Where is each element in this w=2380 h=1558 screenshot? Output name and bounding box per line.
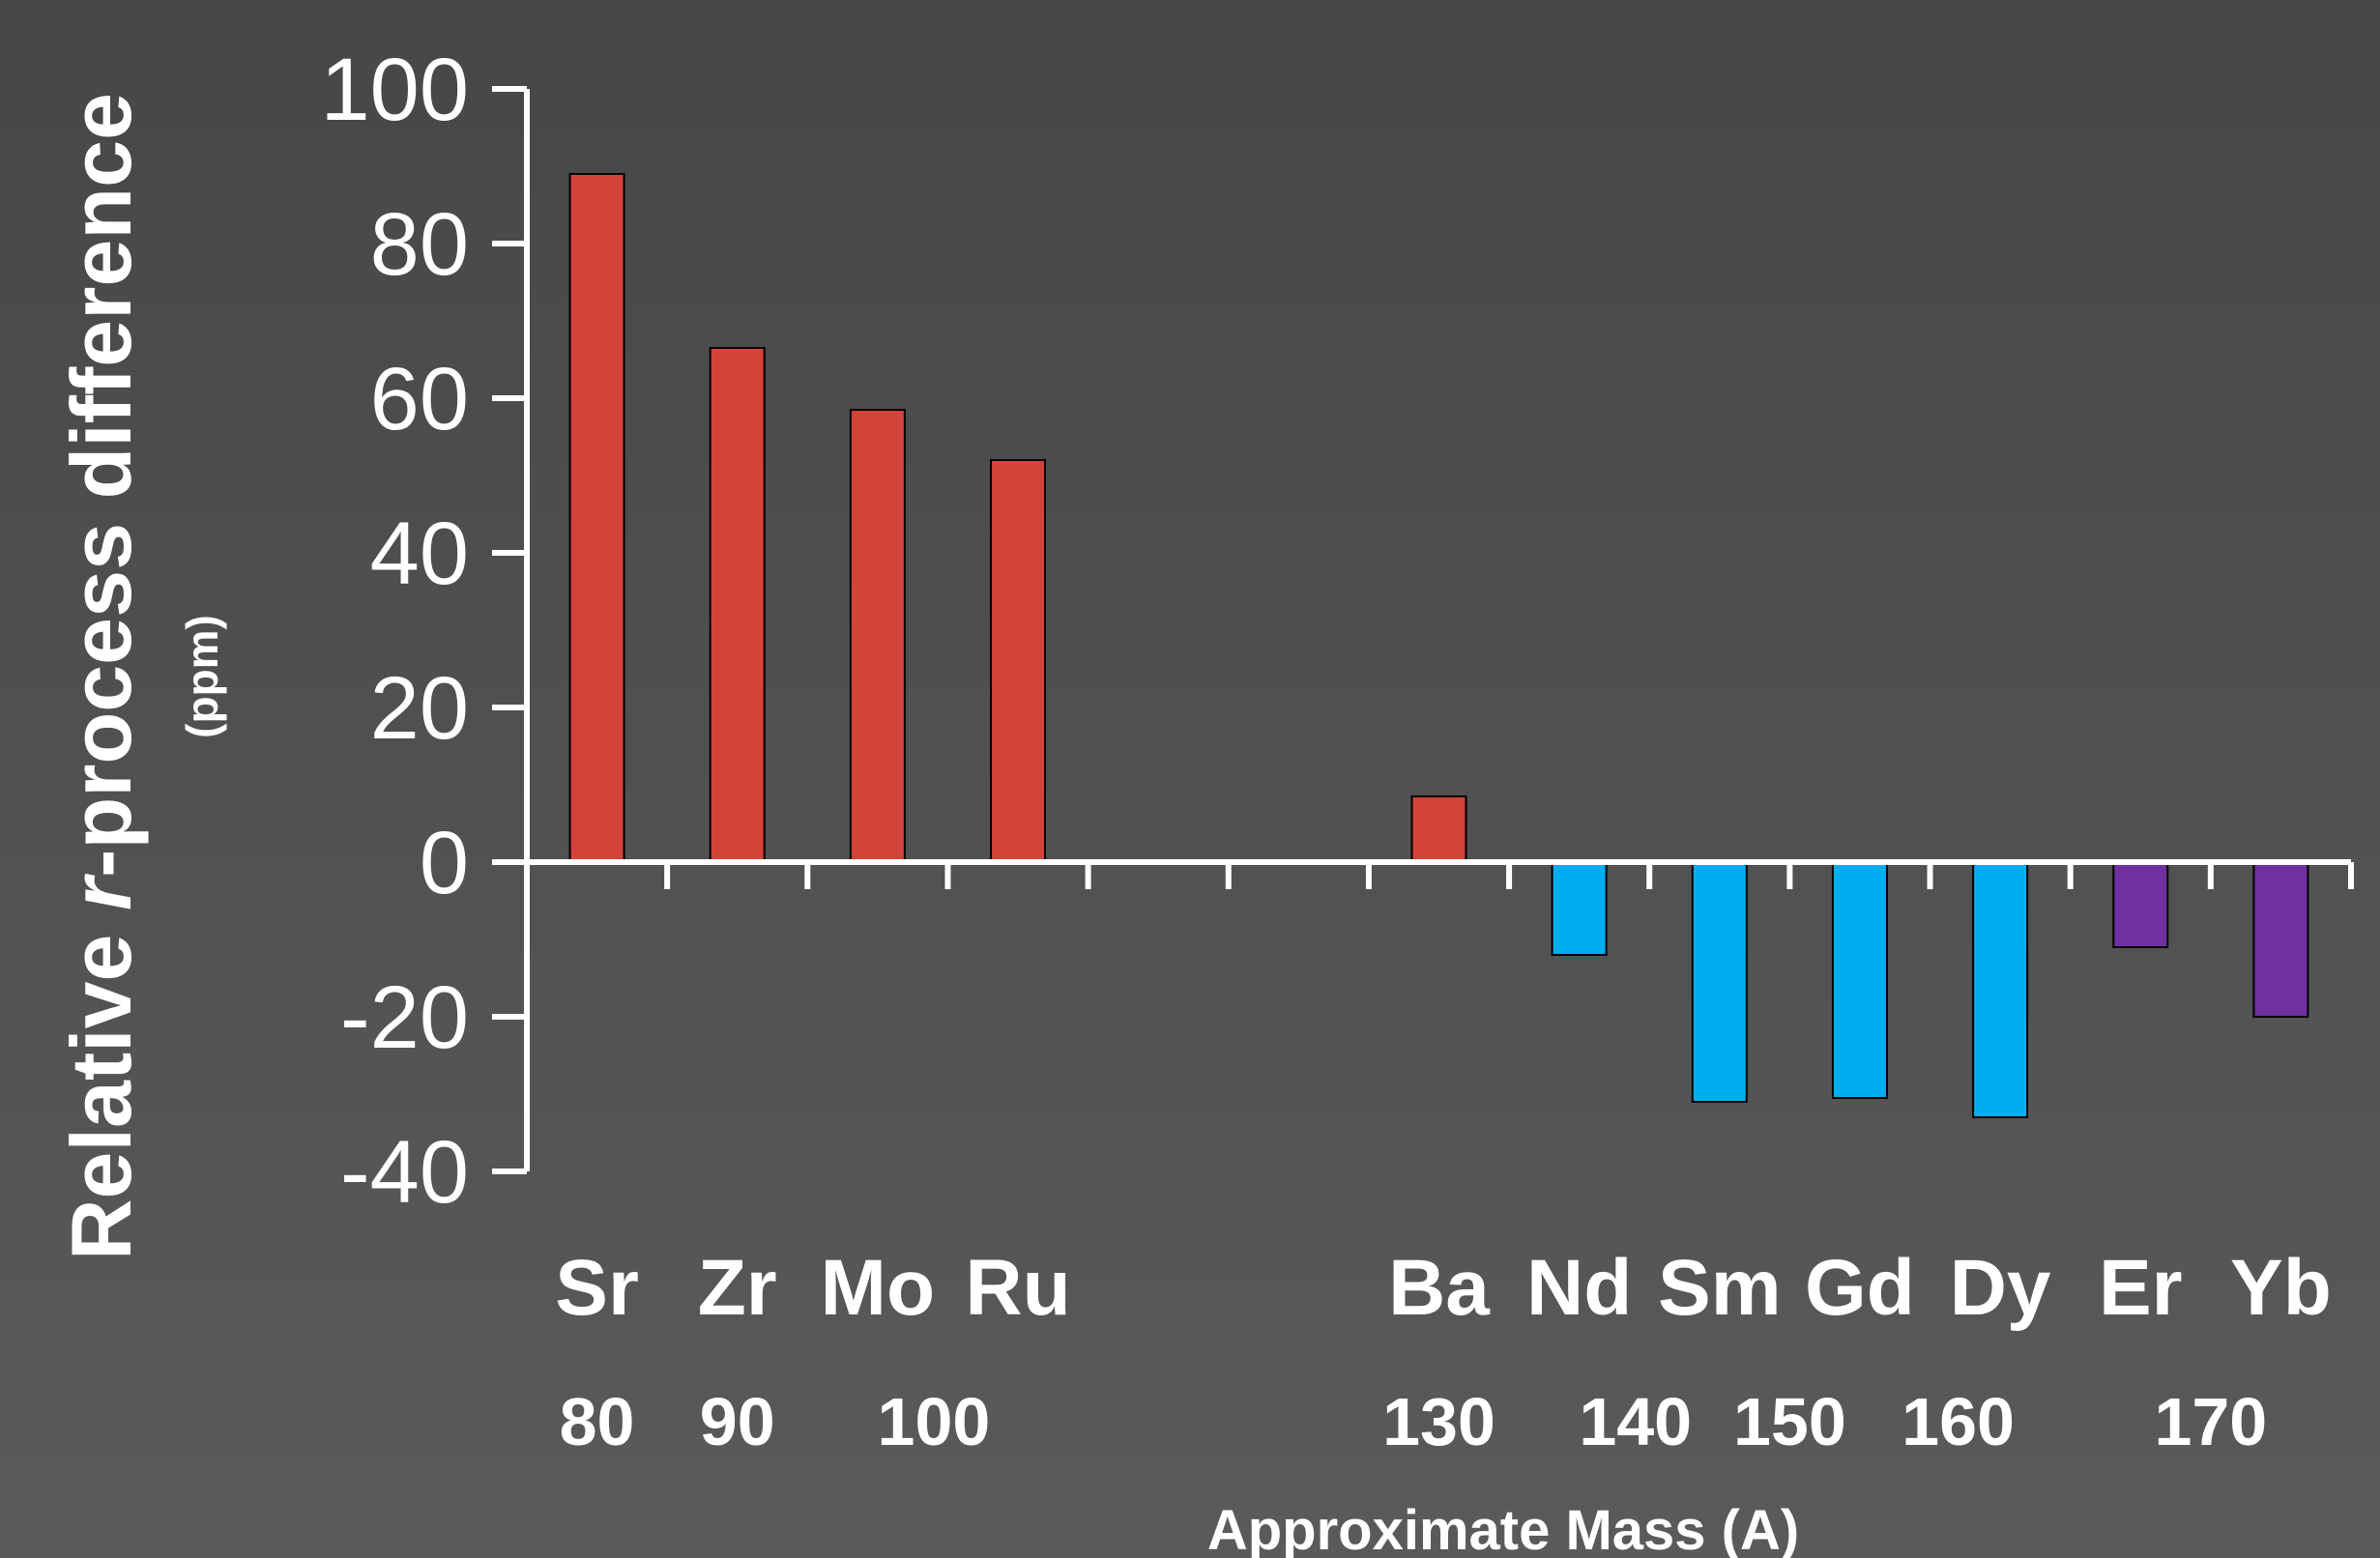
bar-mo bbox=[849, 409, 906, 863]
category-label-sm: Sm bbox=[1658, 1244, 1782, 1332]
mass-labels-group: 80 90 100 130 140 150 160 170 bbox=[560, 1384, 2268, 1459]
mass-label: 130 bbox=[1382, 1384, 1495, 1459]
y-tick-label: 60 bbox=[370, 350, 469, 448]
y-tick-label: 0 bbox=[420, 814, 469, 912]
y-tick-label: -20 bbox=[340, 968, 469, 1067]
category-label-nd: Nd bbox=[1526, 1244, 1632, 1332]
mass-label: 160 bbox=[1901, 1384, 2015, 1459]
y-tick-label: 40 bbox=[370, 505, 469, 603]
y-tick-label: 80 bbox=[370, 195, 469, 294]
bar-sm bbox=[1691, 861, 1748, 1103]
y-tick-label: 20 bbox=[370, 659, 469, 758]
x-axis-title: Approximate Mass (A) bbox=[1207, 1499, 1799, 1558]
category-label-zr: Zr bbox=[698, 1244, 777, 1332]
y-axis-title-suffix: -process difference bbox=[53, 93, 149, 878]
mass-label: 140 bbox=[1579, 1384, 1692, 1459]
bars-group bbox=[568, 173, 2309, 1118]
mass-label: 150 bbox=[1733, 1384, 1846, 1459]
y-axis-unit: (ppm) bbox=[177, 615, 227, 738]
element-labels-group: Sr Zr Mo Ru Ba Nd Sm Gd Dy Er Yb bbox=[555, 1244, 2332, 1332]
mass-label: 170 bbox=[2154, 1384, 2267, 1459]
x-ticks-group bbox=[664, 862, 2354, 889]
y-ticks-group: 100 80 60 40 20 0 -20 -40 bbox=[321, 41, 527, 1222]
category-label-ru: Ru bbox=[965, 1244, 1070, 1332]
axes-group bbox=[524, 89, 2351, 1171]
y-axis-title-italic: r bbox=[53, 873, 149, 910]
bar-sr bbox=[568, 173, 625, 863]
category-label-dy: Dy bbox=[1950, 1244, 2051, 1332]
mass-label: 90 bbox=[700, 1384, 775, 1459]
category-label-ba: Ba bbox=[1388, 1244, 1491, 1332]
category-label-gd: Gd bbox=[1805, 1244, 1915, 1332]
bar-zr bbox=[709, 347, 766, 863]
bar-gd bbox=[1831, 861, 1888, 1099]
bar-nd bbox=[1551, 861, 1608, 956]
bar-ru bbox=[990, 459, 1047, 863]
y-tick-label: 100 bbox=[321, 41, 470, 139]
y-axis-title-prefix: Relative bbox=[53, 910, 149, 1260]
category-label-sr: Sr bbox=[555, 1244, 639, 1332]
bar-dy bbox=[1972, 861, 2029, 1118]
y-axis-title: Relative r-process difference bbox=[53, 93, 149, 1260]
mass-label: 80 bbox=[560, 1384, 635, 1459]
bar-er bbox=[2112, 861, 2169, 948]
category-label-er: Er bbox=[2099, 1244, 2183, 1332]
category-label-mo: Mo bbox=[821, 1244, 935, 1332]
bar-ba bbox=[1410, 795, 1467, 863]
mass-label: 100 bbox=[878, 1384, 991, 1459]
bar-yb bbox=[2252, 861, 2309, 1018]
y-tick-label: -40 bbox=[340, 1123, 469, 1222]
category-label-yb: Yb bbox=[2230, 1244, 2332, 1332]
